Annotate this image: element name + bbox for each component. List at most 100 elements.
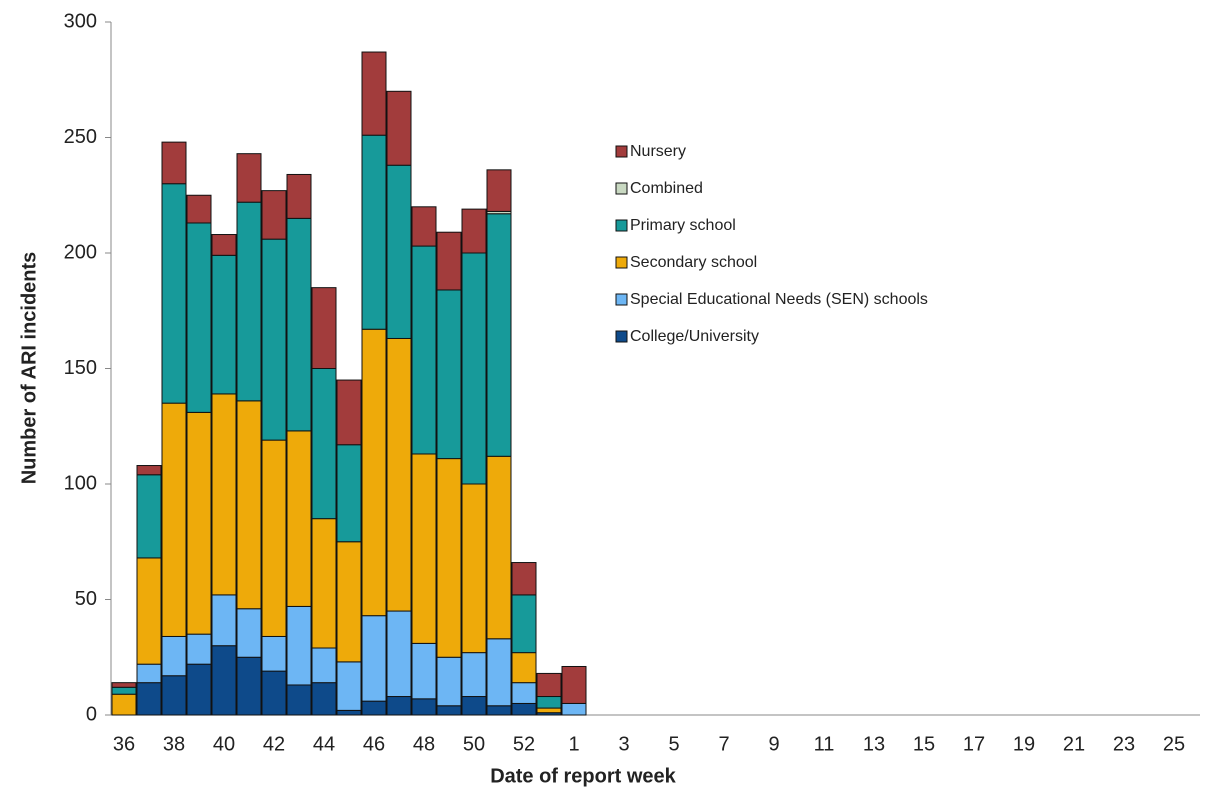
bar-segment <box>411 453 437 644</box>
bar-segment <box>211 645 237 716</box>
bar-segment <box>186 633 212 665</box>
bar-segment <box>286 684 312 716</box>
bar-segment <box>486 169 512 212</box>
bar-segment <box>411 698 437 716</box>
bar-segment <box>161 402 187 637</box>
bar-segment <box>411 245 437 455</box>
bar-segment <box>161 635 187 677</box>
bar-segment <box>211 234 237 256</box>
bar-segment <box>136 465 162 476</box>
bar-segment <box>386 337 412 612</box>
bar-segment <box>511 562 537 596</box>
bar-segment <box>436 705 462 716</box>
bar-segment <box>561 665 587 704</box>
bar-segment <box>136 474 162 559</box>
bar-segment <box>436 458 462 658</box>
bar-segment <box>336 541 362 663</box>
legend-label: Special Educational Needs (SEN) schools <box>630 291 928 308</box>
bar-segment <box>111 682 137 688</box>
bar-segment <box>511 682 537 704</box>
bar-segment <box>336 661 362 711</box>
bar-segment <box>161 183 187 404</box>
x-tick-label: 38 <box>163 733 185 755</box>
x-tick-label: 50 <box>463 733 485 755</box>
x-tick-label: 19 <box>1013 733 1035 755</box>
bar-segment <box>311 287 337 369</box>
bar-segment <box>486 705 512 716</box>
bar-segment <box>236 656 262 716</box>
bar-segment <box>461 208 487 254</box>
x-tick-label: 42 <box>263 733 285 755</box>
bar-segment <box>186 194 212 224</box>
bar-segment <box>286 173 312 219</box>
bar-segment <box>236 201 262 402</box>
y-tick-label: 300 <box>64 10 97 32</box>
x-tick-label: 23 <box>1113 733 1135 755</box>
x-tick-label: 36 <box>113 733 135 755</box>
y-tick-label: 0 <box>86 703 97 725</box>
bar-segment <box>486 213 512 457</box>
bar-segment <box>511 652 537 684</box>
legend-label: Primary school <box>630 217 736 234</box>
legend-swatch <box>615 145 628 158</box>
x-tick-label: 52 <box>513 733 535 755</box>
bar-segment <box>361 134 387 330</box>
bar-segment <box>411 206 437 247</box>
bar-segment <box>236 608 262 658</box>
bar-segment <box>186 663 212 716</box>
bar-segment <box>361 700 387 716</box>
legend-label: College/University <box>630 328 759 345</box>
bar-segment <box>436 289 462 460</box>
bar-segment <box>161 675 187 716</box>
bar-segment <box>336 709 362 716</box>
bar-segment <box>536 707 562 714</box>
bar-segment <box>261 670 287 716</box>
bar-segment <box>511 594 537 654</box>
legend-label: Nursery <box>630 143 686 160</box>
y-tick-label: 250 <box>64 126 97 148</box>
bar-segment <box>461 696 487 716</box>
bar-segment <box>461 483 487 654</box>
bar-segment <box>161 141 187 185</box>
legend-swatch <box>615 293 628 306</box>
x-tick-label: 48 <box>413 733 435 755</box>
bar-segment <box>536 696 562 709</box>
bar-segment <box>511 702 537 716</box>
legend-label: Secondary school <box>630 254 757 271</box>
bar-segment <box>361 615 387 702</box>
bar-segment <box>236 153 262 203</box>
bar-segment <box>311 368 337 520</box>
x-tick-label: 11 <box>814 733 835 755</box>
bar-segment <box>311 647 337 684</box>
legend-swatch <box>615 182 628 195</box>
bar-segment <box>136 682 162 716</box>
legend-swatch <box>615 219 628 232</box>
bar-segment <box>436 231 462 291</box>
bar-segment <box>111 693 137 716</box>
y-tick-label: 50 <box>75 588 97 610</box>
bar-segment <box>411 642 437 700</box>
bar-segment <box>136 557 162 665</box>
x-tick-label: 40 <box>213 733 235 755</box>
bar-segment <box>336 379 362 446</box>
bar-segment <box>486 455 512 640</box>
bar-segment <box>361 328 387 617</box>
bar-segment <box>336 444 362 543</box>
bar-segment <box>436 656 462 707</box>
bar-segment <box>261 635 287 672</box>
x-tick-label: 13 <box>863 733 885 755</box>
bar-segment <box>236 400 262 610</box>
bar-segment <box>286 605 312 686</box>
bar-segment <box>211 254 237 395</box>
x-axis-title: Date of report week <box>490 765 676 787</box>
bar-segment <box>261 439 287 637</box>
x-tick-label: 21 <box>1063 733 1085 755</box>
y-tick-label: 200 <box>64 241 97 263</box>
x-tick-label: 3 <box>618 733 629 755</box>
bar-segment <box>461 652 487 698</box>
x-tick-label: 17 <box>963 733 985 755</box>
bar-segment <box>211 393 237 596</box>
bar-segment <box>486 638 512 707</box>
bar-segment <box>536 672 562 698</box>
